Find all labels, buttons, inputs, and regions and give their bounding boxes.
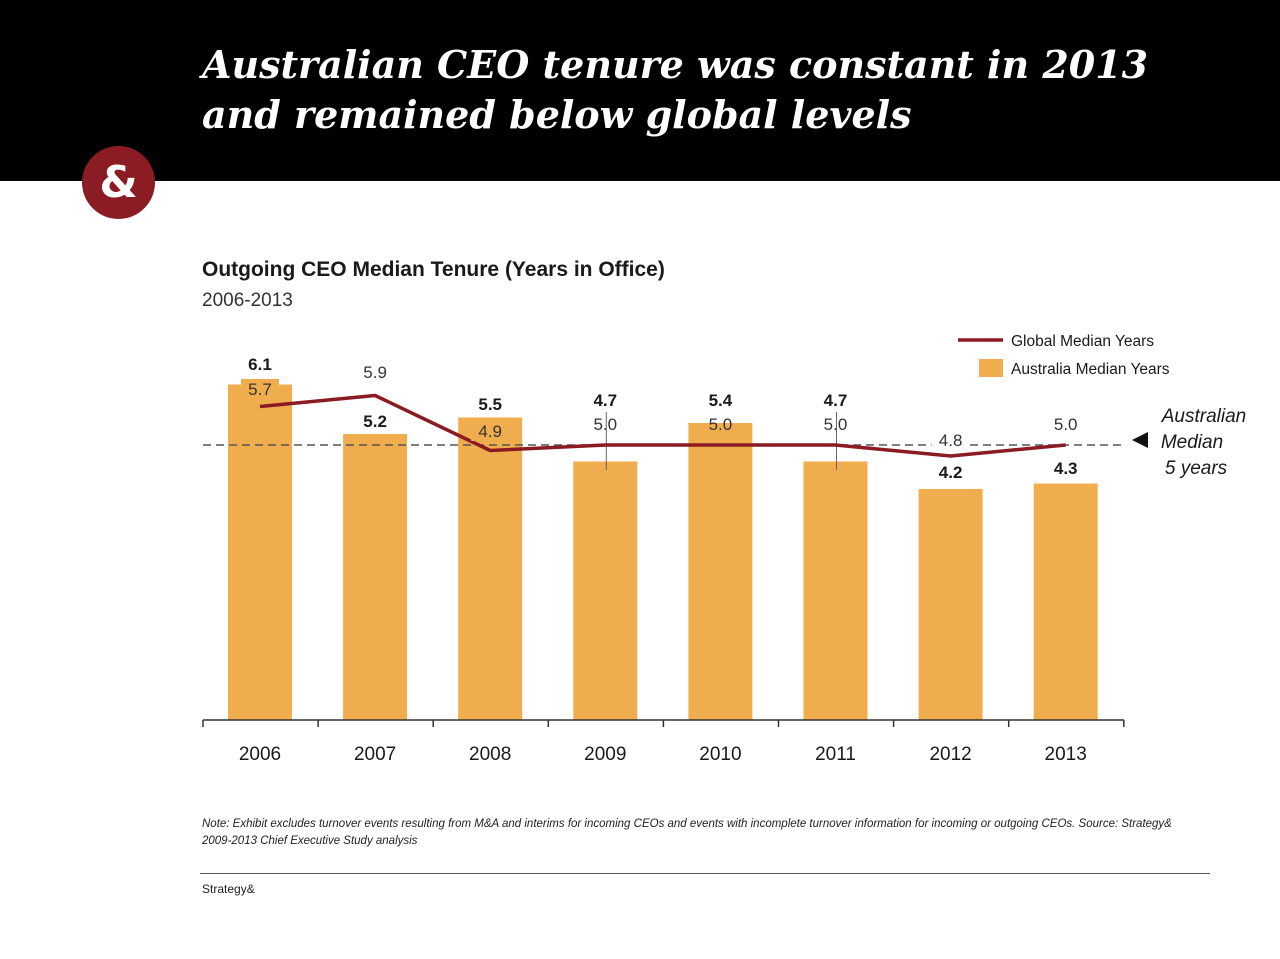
chart-subtitle: 2006-2013	[202, 290, 293, 311]
legend-bar-swatch	[979, 359, 1003, 377]
bar-label-2010: 5.4	[709, 391, 733, 410]
line-label-2007: 5.9	[363, 363, 387, 382]
bar-label-2009: 4.7	[593, 391, 617, 410]
bar-2012	[918, 489, 983, 720]
line-label-2008: 4.9	[478, 422, 502, 441]
footer-brand: Strategy&	[202, 882, 255, 896]
bar-label-2011: 4.7	[824, 391, 848, 410]
global-median-line	[259, 393, 1066, 458]
bar-2006	[228, 384, 292, 720]
headline-line-1: Australian CEO tenure was constant in 20…	[202, 42, 1149, 87]
bar-2013	[1033, 483, 1098, 720]
header-bar	[0, 0, 1280, 181]
ampersand-logo-icon: &	[82, 146, 155, 219]
line-label-2012: 4.8	[939, 431, 963, 450]
reference-label-line-3: 5 years	[1165, 458, 1228, 479]
bar-2010	[688, 423, 753, 720]
bar-label-2008: 5.5	[478, 395, 502, 414]
reference-label-line-1: Australian	[1161, 406, 1247, 427]
bar-2007	[343, 434, 408, 720]
line-label-2010: 5.0	[709, 415, 733, 434]
bar-2008	[458, 417, 523, 720]
bar-2011	[803, 461, 868, 720]
x-tick-label-2012: 2012	[929, 744, 971, 765]
footer-divider	[200, 873, 1210, 874]
reference-arrow-icon	[1132, 432, 1148, 448]
bar-label-2013: 4.3	[1054, 459, 1078, 478]
chart-title: Outgoing CEO Median Tenure (Years in Off…	[202, 258, 665, 281]
reference-label-line-2: Median	[1161, 432, 1223, 453]
line-label-bg	[471, 421, 510, 441]
x-tick-label-2006: 2006	[239, 744, 281, 765]
slide-headline: Australian CEO tenure was constant in 20…	[202, 40, 1242, 140]
line-label-2009: 5.0	[593, 415, 617, 434]
line-label-bg	[241, 379, 279, 399]
x-tick-label-2011: 2011	[815, 744, 856, 765]
x-tick-label-2009: 2009	[584, 744, 626, 765]
bar-label-2007: 5.2	[363, 412, 387, 431]
line-label-2011: 5.0	[824, 415, 848, 434]
headline-line-2: and remained below global levels	[202, 92, 912, 137]
line-label-bg	[931, 430, 970, 450]
x-tick-label-2008: 2008	[469, 744, 511, 765]
tenure-chart: 2006 2007 2008 2009 2010 2011 2012 2013 6.1 5.2 5.…	[202, 333, 1247, 765]
bar-label-2012: 4.2	[939, 463, 963, 482]
bar-label-2006: 6.1	[248, 355, 272, 374]
legend-label-australia: Australia Median Years	[1011, 361, 1170, 378]
footnote: Note: Exhibit excludes turnover events r…	[202, 818, 1172, 847]
line-label-2013: 5.0	[1054, 415, 1078, 434]
line-label-2006: 5.7	[248, 380, 272, 399]
x-tick-label-2013: 2013	[1045, 744, 1087, 765]
x-tick-label-2010: 2010	[699, 744, 741, 765]
x-tick-label-2007: 2007	[354, 744, 396, 765]
legend-label-global: Global Median Years	[1011, 333, 1154, 350]
bar-2009	[573, 461, 638, 720]
